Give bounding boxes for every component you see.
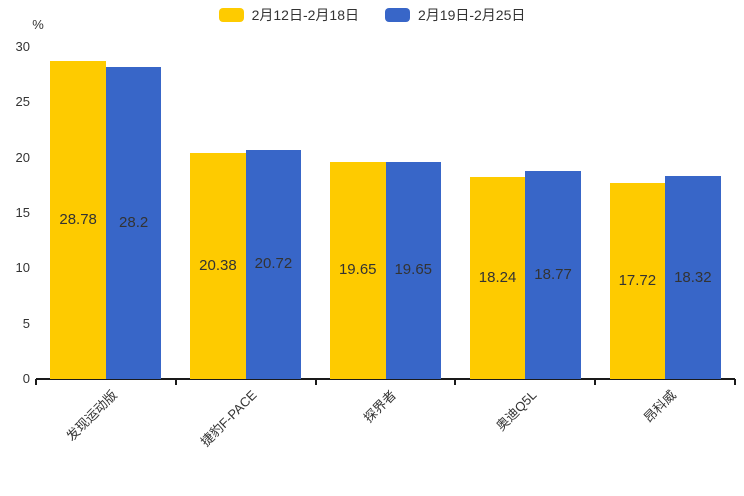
x-axis-tick bbox=[454, 379, 457, 385]
legend-item-week2[interactable]: 2月19日-2月25日 bbox=[385, 8, 525, 22]
y-axis-tick-label: 10 bbox=[15, 260, 30, 276]
x-axis-category-label: 奥迪Q5L bbox=[492, 387, 540, 434]
y-axis-tick-label: 20 bbox=[15, 149, 30, 165]
bar bbox=[525, 171, 581, 379]
x-axis-tick bbox=[594, 379, 597, 385]
bar bbox=[190, 153, 246, 379]
bar-value-label: 19.65 bbox=[394, 261, 433, 279]
y-axis-tick-label: 5 bbox=[22, 315, 30, 331]
bar bbox=[665, 176, 721, 379]
legend-swatch-week1 bbox=[218, 8, 244, 22]
y-axis-tick-label: 25 bbox=[15, 94, 30, 110]
bar bbox=[609, 182, 666, 379]
bar-value-label: 28.2 bbox=[119, 213, 149, 231]
legend-swatch-week2 bbox=[385, 8, 410, 22]
bar-value-label: 18.24 bbox=[478, 269, 517, 287]
x-axis-category-label: 昂科威 bbox=[640, 387, 680, 426]
bar-value-label: 19.65 bbox=[338, 261, 377, 279]
x-axis-tick bbox=[314, 379, 317, 385]
y-axis-tick-label: 0 bbox=[22, 371, 30, 386]
bar-value-label: 20.38 bbox=[199, 257, 237, 275]
x-axis-tick bbox=[35, 379, 37, 385]
legend-item-week1[interactable]: 2月12日-2月18日 bbox=[218, 7, 359, 23]
bar bbox=[245, 149, 302, 379]
bar bbox=[469, 177, 526, 379]
x-axis-category-label: 捷豹F-PACE bbox=[197, 387, 260, 450]
legend-label-week2: 2月19日-2月25日 bbox=[418, 7, 526, 23]
bar-value-label: 18.32 bbox=[674, 268, 712, 286]
bar-value-label: 18.77 bbox=[534, 266, 572, 284]
x-axis-category-label: 探界者 bbox=[361, 387, 400, 426]
y-axis-tick-label: 15 bbox=[15, 205, 30, 220]
bar bbox=[330, 161, 386, 379]
bar bbox=[105, 66, 162, 379]
x-axis-tick bbox=[734, 379, 736, 385]
bar bbox=[385, 161, 441, 379]
y-axis-tick-label: 30 bbox=[15, 39, 30, 54]
y-axis-unit-label: % bbox=[32, 17, 44, 32]
bar bbox=[50, 60, 106, 379]
bar-value-label: 28.78 bbox=[59, 210, 97, 228]
x-axis-line bbox=[36, 378, 735, 380]
legend-label-week1: 2月12日-2月18日 bbox=[251, 7, 359, 23]
x-axis-category-label: 发现运动版 bbox=[63, 387, 120, 444]
legend: 2月12日-2月18日 2月19日-2月25日 bbox=[0, 8, 744, 22]
bar-value-label: 20.72 bbox=[254, 255, 293, 273]
bar-value-label: 17.72 bbox=[618, 271, 657, 289]
x-axis-tick bbox=[174, 379, 177, 385]
